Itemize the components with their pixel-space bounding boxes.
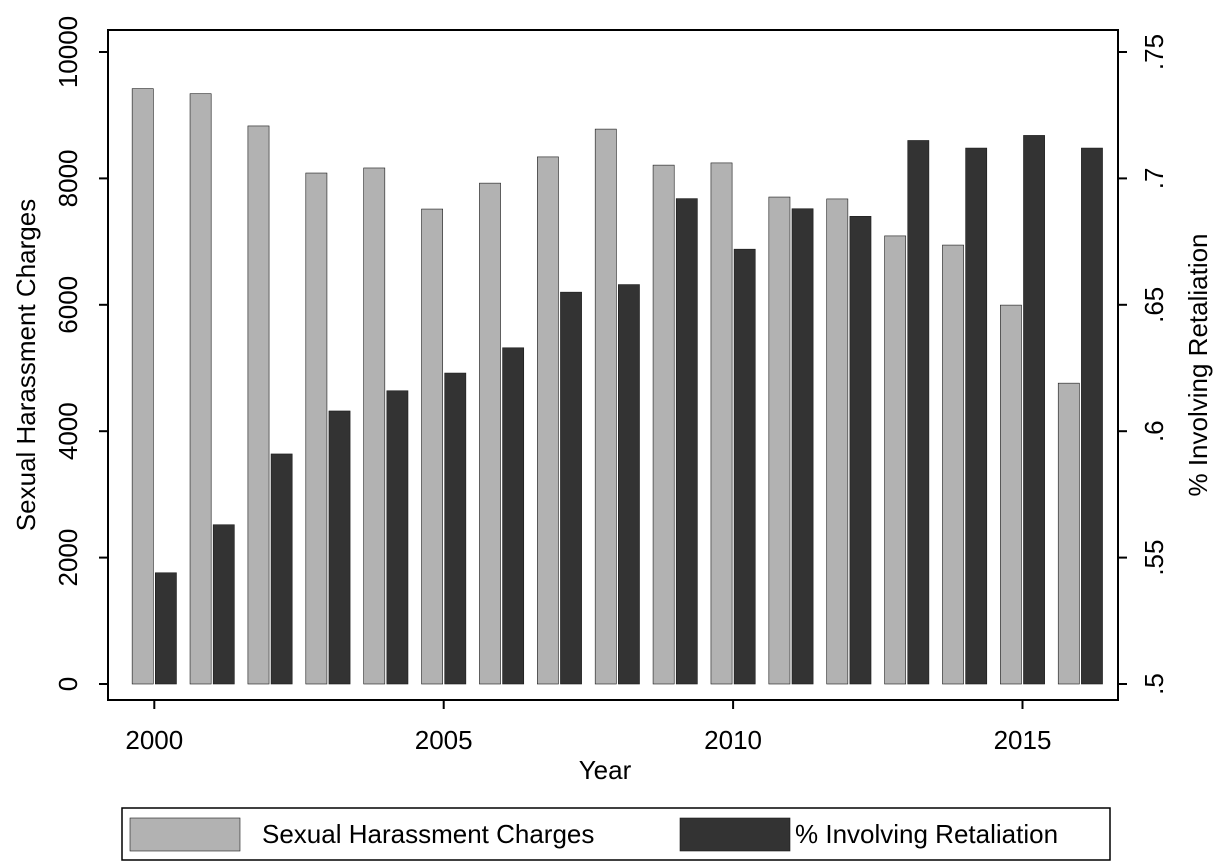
bar: [826, 198, 849, 685]
bar: [479, 182, 501, 685]
bar: [942, 244, 964, 685]
bar: [560, 291, 582, 685]
bar: [618, 284, 640, 685]
legend-label: % Involving Retaliation: [795, 819, 1058, 849]
bar: [189, 93, 212, 685]
bar: [710, 162, 733, 685]
y-tick-label: 2000: [53, 529, 83, 587]
bar: [270, 453, 293, 685]
bar: [537, 156, 559, 685]
x-tick-label: 2015: [994, 725, 1052, 755]
y2-tick-label: .65: [1139, 287, 1169, 323]
y2-tick-label: .6: [1139, 420, 1169, 442]
bar: [247, 125, 270, 685]
legend-swatch: [129, 817, 241, 852]
y-tick-label: 4000: [53, 402, 83, 460]
plot-frame: [107, 29, 1119, 701]
y-tick-label: 0: [53, 677, 83, 691]
bar: [502, 347, 525, 685]
bar: [907, 140, 930, 685]
x-tick-label: 2005: [415, 725, 473, 755]
bar: [675, 198, 698, 685]
legend-label: Sexual Harassment Charges: [262, 819, 594, 849]
legend-box: [121, 807, 1111, 861]
y2-tick-label: .55: [1139, 540, 1169, 576]
bar: [1057, 382, 1080, 685]
bar: [791, 208, 814, 685]
bar: [594, 128, 617, 685]
bar: [386, 390, 409, 685]
y2-tick-label: .75: [1139, 34, 1169, 70]
bar: [768, 196, 791, 685]
bar: [849, 216, 872, 685]
x-tick-label: 2000: [125, 725, 183, 755]
bar: [1023, 135, 1045, 685]
y2-axis-title: % Involving Retaliation: [1183, 233, 1213, 496]
bar: [328, 410, 351, 685]
y2-tick-label: .5: [1139, 673, 1169, 695]
bar: [1081, 147, 1103, 685]
y-tick-label: 10000: [53, 16, 83, 88]
bar: [884, 235, 907, 685]
bar: [363, 167, 386, 685]
legend-swatch: [679, 817, 791, 852]
bar: [444, 372, 467, 685]
bar: [155, 572, 177, 685]
bar: [131, 88, 154, 685]
bar: [1000, 304, 1022, 685]
y-tick-label: 8000: [53, 149, 83, 207]
y-axis-title: Sexual Harassment Charges: [11, 199, 41, 531]
x-tick-label: 2010: [704, 725, 762, 755]
y-tick-label: 6000: [53, 276, 83, 334]
bar: [212, 524, 235, 685]
bar: [305, 172, 328, 685]
bar: [421, 208, 444, 685]
bar: [733, 248, 756, 685]
x-axis-title: Year: [579, 755, 632, 785]
y2-tick-label: .7: [1139, 168, 1169, 190]
bar: [965, 147, 988, 685]
bar: [652, 164, 675, 685]
